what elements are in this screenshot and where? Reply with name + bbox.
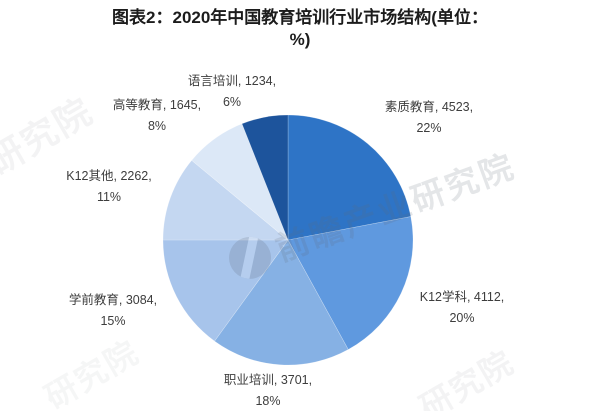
pie-slice-K12学科 <box>287 216 414 350</box>
slice-label-text: 职业培训, 3701, <box>223 372 313 387</box>
slice-label-text: 高等教育, 1645, <box>112 97 202 112</box>
slice-label-语言培训: 语言培训, 1234, 6% <box>188 71 276 113</box>
pie-slice-素质教育 <box>287 114 412 241</box>
slice-label-percent: 11% <box>96 189 122 204</box>
slice-label-text: 学前教育, 3084, <box>68 292 158 307</box>
pie-slice-高等教育 <box>191 123 289 241</box>
slice-label-percent: 6% <box>222 94 242 109</box>
slice-label-percent: 18% <box>255 393 281 408</box>
slice-label-text: 语言培训, 1234, <box>187 73 277 88</box>
pie-slice-职业培训 <box>214 239 349 366</box>
slice-label-素质教育: 素质教育, 4523, 22% <box>385 97 473 139</box>
slice-label-percent: 20% <box>449 310 475 325</box>
slice-label-学前教育: 学前教育, 3084, 15% <box>69 290 157 332</box>
slice-label-percent: 8% <box>147 118 167 133</box>
slice-label-text: K12其他, 2262, <box>66 168 152 183</box>
pie-slice-语言培训 <box>241 114 289 241</box>
chart-title: 图表2：2020年中国教育培训行业市场结构(单位：%) <box>112 8 488 49</box>
slice-label-K12学科: K12学科, 4112, 20% <box>420 287 505 329</box>
slice-label-percent: 22% <box>416 120 442 135</box>
slice-label-percent: 15% <box>100 313 126 328</box>
slice-label-text: K12学科, 4112, <box>419 289 505 304</box>
pie-slice-学前教育 <box>162 239 289 342</box>
slice-label-text: 素质教育, 4523, <box>384 99 474 114</box>
slice-label-高等教育: 高等教育, 1645, 8% <box>113 95 201 137</box>
slice-label-K12其他: K12其他, 2262, 11% <box>66 166 151 208</box>
slice-label-职业培训: 职业培训, 3701, 18% <box>224 370 312 411</box>
pie-slice-K12其他 <box>162 159 289 241</box>
